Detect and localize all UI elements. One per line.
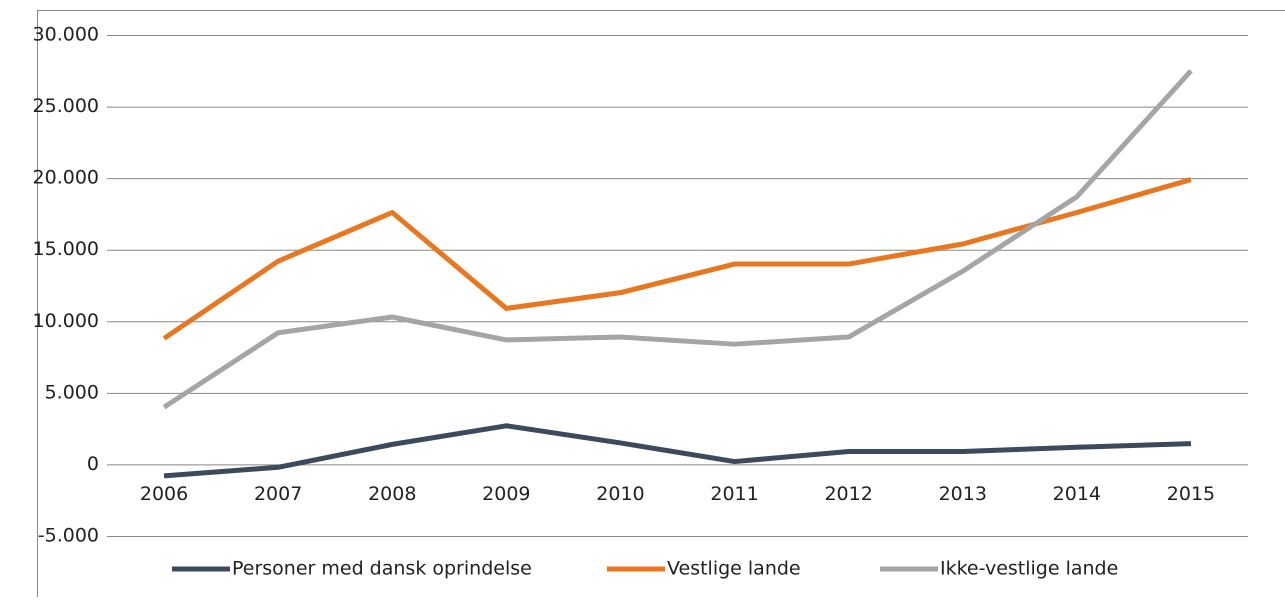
legend-label: Ikke-vestlige lande (940, 558, 1118, 580)
x-tick-label: 2014 (1053, 483, 1101, 505)
y-tick-label: 20.000 (33, 167, 99, 189)
line-series (164, 426, 1191, 476)
x-tick-label: 2009 (482, 483, 530, 505)
legend-label: Personer med dansk oprindelse (232, 558, 532, 580)
y-tick-label: 15.000 (33, 238, 99, 260)
y-tick-label: 5.000 (45, 381, 99, 403)
x-tick-label: 2010 (596, 483, 644, 505)
y-tick-label: -5.000 (38, 525, 99, 547)
line-series (164, 71, 1191, 407)
chart-frame (38, 11, 1285, 598)
y-tick-label: 30.000 (33, 24, 99, 46)
x-tick-label: 2013 (939, 483, 987, 505)
x-tick-label: 2007 (254, 483, 302, 505)
x-tick-label: 2006 (140, 483, 188, 505)
y-tick-label: 10.000 (33, 310, 99, 332)
x-tick-label: 2008 (368, 483, 416, 505)
y-tick-label: 0 (87, 453, 99, 475)
line-series (164, 180, 1191, 339)
y-tick-label: 25.000 (33, 95, 99, 117)
x-tick-label: 2011 (710, 483, 758, 505)
legend-label: Vestlige lande (667, 558, 801, 580)
x-tick-label: 2012 (824, 483, 872, 505)
x-tick-label: 2015 (1167, 483, 1215, 505)
